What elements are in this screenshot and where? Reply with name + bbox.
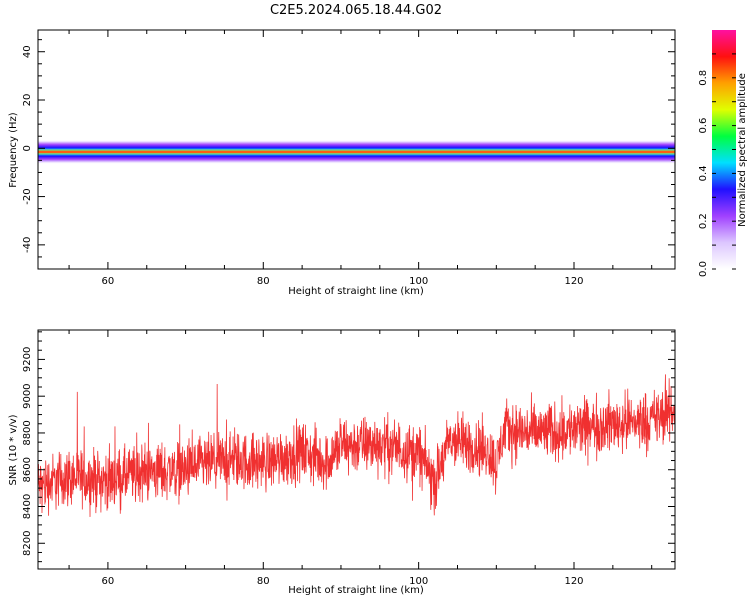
x-tick-label: 120: [564, 576, 583, 587]
snr-x-axis-label: Height of straight line (km): [288, 585, 424, 596]
spectral-peak-halo: [38, 149, 675, 155]
spectral-peak-line: [38, 150, 675, 154]
x-tick-label: 100: [409, 576, 428, 587]
x-tick-label: 60: [102, 576, 115, 587]
spectrogram-ticks: 60 80 100 120 40 20 0 -20 -40: [22, 30, 675, 287]
colorbar-label: Normalized spectral amplitude: [737, 73, 748, 227]
colorbar-tick-label: 0.4: [698, 165, 709, 181]
x-tick-label: 120: [564, 276, 583, 287]
y-tick-label: 8800: [22, 420, 33, 445]
figure-title: C2E5.2024.065.18.44.G02: [270, 3, 442, 18]
y-tick-label: 8600: [22, 457, 33, 482]
y-tick-label: 20: [22, 94, 33, 107]
snr-frame: [37, 329, 676, 570]
snr-ticks: 60 80 100 120 8200 8400 8600 8800 9000 9200: [22, 330, 675, 587]
colorbar-tick-label: 0.8: [698, 70, 709, 86]
y-tick-label: 9200: [22, 347, 33, 372]
x-tick-label: 100: [409, 276, 428, 287]
x-tick-label: 80: [257, 576, 270, 587]
snr-series-line: [38, 374, 675, 517]
spectrogram-panel: 60 80 100 120 40 20 0 -20 -40 Height of straight…: [8, 29, 676, 297]
spectrogram-y-axis-label: Frequency (Hz): [8, 112, 19, 188]
snr-y-axis-label: SNR (10 * v/v): [8, 414, 19, 485]
spectrogram-x-axis-label: Height of straight line (km): [288, 286, 424, 297]
y-tick-label: -40: [22, 237, 33, 253]
colorbar-ticks: 0.0 0.2 0.4 0.6 0.8: [698, 53, 736, 277]
snr-plot-area: [38, 374, 675, 517]
y-tick-label: 40: [22, 45, 33, 58]
y-tick-label: 0: [22, 145, 33, 151]
snr-panel: 60 80 100 120 8200 8400 8600 8800 9000 9200 Heigh…: [8, 329, 676, 596]
y-tick-label: 8400: [22, 494, 33, 519]
colorbar: 0.0 0.2 0.4 0.6 0.8 Normalized spectral ampl…: [698, 30, 748, 277]
y-tick-label: 9000: [22, 383, 33, 408]
colorbar-tick-label: 0.2: [698, 213, 709, 229]
colorbar-tick-label: 0.0: [698, 261, 709, 277]
y-tick-label: 8200: [22, 531, 33, 556]
x-tick-label: 60: [102, 276, 115, 287]
spectrogram-plot-area: [38, 139, 675, 164]
spectrogram-frame: [37, 29, 676, 270]
colorbar-tick-label: 0.6: [698, 118, 709, 134]
x-tick-label: 80: [257, 276, 270, 287]
y-tick-label: -20: [22, 188, 33, 204]
